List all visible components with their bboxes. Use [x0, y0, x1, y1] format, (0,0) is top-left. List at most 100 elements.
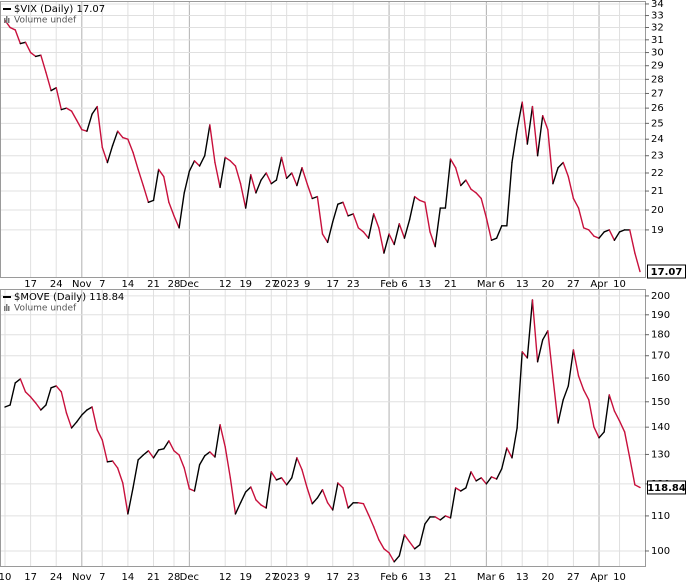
line-segment	[70, 421, 78, 429]
line-segment	[378, 227, 385, 254]
x-tick-label: 27	[265, 279, 278, 290]
x-tick-label: 27	[567, 279, 580, 290]
line-segment	[173, 450, 180, 456]
line-segment	[106, 460, 114, 463]
line-segment	[229, 477, 237, 515]
line-segment	[613, 410, 621, 422]
x-tick-label: 17	[326, 279, 339, 290]
line-segment	[306, 183, 313, 200]
line-segment	[60, 391, 68, 414]
line-segment	[70, 110, 78, 121]
y-tick-label: 28	[651, 74, 664, 85]
line-segment	[598, 431, 605, 439]
line-segment	[460, 179, 467, 187]
line-segment	[567, 175, 575, 200]
volume-icon	[6, 304, 8, 311]
x-tick-label: 27	[567, 572, 580, 583]
line-segment	[342, 201, 349, 217]
line-segment	[429, 231, 436, 248]
line-segment	[91, 406, 98, 431]
line-segment	[449, 487, 457, 519]
line-segment	[326, 221, 334, 244]
line-segment	[29, 396, 37, 404]
line-segment	[152, 449, 160, 459]
line-segment	[29, 51, 37, 58]
line-segment	[521, 351, 529, 359]
line-segment	[542, 114, 549, 131]
line-segment	[111, 130, 119, 147]
volume-icon	[8, 306, 10, 311]
line-segment	[229, 160, 237, 167]
line-segment	[291, 172, 298, 187]
x-tick-label: 13	[516, 279, 529, 290]
line-segment	[19, 378, 27, 393]
x-tick-label: 2023	[274, 572, 299, 583]
x-tick-label: 7	[99, 572, 105, 583]
line-segment	[562, 161, 570, 178]
line-segment	[4, 19, 11, 29]
x-tick-label: 20	[541, 572, 554, 583]
line-segment	[634, 252, 641, 273]
line-segment	[316, 489, 324, 499]
line-segment	[618, 420, 626, 433]
line-segment	[347, 502, 354, 509]
line-segment	[352, 213, 360, 229]
volume-icon	[4, 306, 6, 311]
x-tick-label: Dec	[180, 572, 199, 583]
x-tick-label: 6	[499, 279, 505, 290]
line-segment	[373, 213, 380, 229]
line-segment	[168, 201, 175, 217]
line-segment	[480, 477, 488, 485]
line-segment	[516, 101, 523, 131]
line-segment	[280, 477, 288, 486]
line-segment	[96, 105, 103, 149]
line-segment	[623, 431, 631, 459]
line-segment	[296, 167, 303, 187]
line-segment	[173, 215, 180, 229]
line-segment	[4, 404, 11, 408]
y-tick-label: 21	[651, 186, 664, 197]
line-segment	[204, 451, 211, 457]
y-tick-label: 25	[651, 118, 664, 129]
line-segment	[9, 26, 16, 31]
line-segment	[547, 128, 554, 185]
line-segment	[465, 179, 472, 190]
line-segment	[209, 124, 216, 164]
line-segment	[388, 233, 395, 246]
line-segment	[193, 464, 201, 492]
line-segment	[562, 385, 570, 401]
x-tick-label: 28	[168, 572, 181, 583]
line-segment	[557, 399, 564, 424]
x-tick-label: 2023	[274, 279, 299, 290]
line-segment	[388, 552, 395, 563]
line-segment	[127, 138, 134, 154]
line-segment	[485, 476, 493, 485]
x-tick-label: Dec	[180, 279, 199, 290]
line-segment	[24, 391, 32, 398]
line-segment	[219, 156, 226, 189]
line-segment	[367, 514, 375, 528]
line-segment	[234, 165, 242, 185]
line-segment	[634, 484, 641, 489]
volume-icon	[6, 16, 8, 23]
x-tick-label: 24	[50, 279, 63, 290]
line-segment	[321, 489, 329, 504]
x-tick-label: 9	[304, 572, 310, 583]
line-segment	[485, 217, 493, 241]
line-segment	[60, 107, 68, 111]
line-segment	[588, 229, 595, 237]
line-segment	[526, 299, 534, 359]
line-segment	[45, 387, 52, 406]
line-segment	[142, 450, 150, 456]
line-segment	[557, 161, 564, 169]
y-tick-label: 22	[651, 168, 664, 179]
chart-title: $MOVE (Daily) 118.84	[14, 292, 124, 303]
line-segment	[403, 534, 411, 543]
line-segment	[490, 237, 498, 241]
x-tick-label: 6	[499, 572, 505, 583]
line-segment	[45, 71, 52, 92]
line-segment	[408, 195, 416, 221]
line-segment	[214, 424, 221, 458]
line-segment	[168, 440, 175, 452]
x-tick-label: 7	[99, 279, 105, 290]
